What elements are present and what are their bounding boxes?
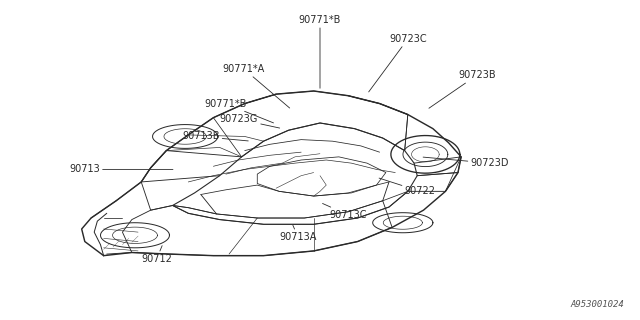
Text: 90713B: 90713B bbox=[182, 132, 248, 141]
Text: 90723B: 90723B bbox=[429, 70, 495, 108]
Text: 90713A: 90713A bbox=[279, 225, 317, 242]
Text: 90712: 90712 bbox=[141, 246, 172, 264]
Text: 90713: 90713 bbox=[69, 164, 173, 174]
Text: 90771*A: 90771*A bbox=[223, 64, 290, 108]
Text: 90771*B: 90771*B bbox=[299, 15, 341, 88]
Text: 90713C: 90713C bbox=[323, 204, 367, 220]
Text: 90771*B: 90771*B bbox=[204, 99, 273, 123]
Text: 90723C: 90723C bbox=[369, 34, 427, 92]
Text: 90723G: 90723G bbox=[220, 114, 280, 128]
Text: 90722: 90722 bbox=[379, 178, 436, 196]
Text: A953001024: A953001024 bbox=[570, 300, 624, 309]
Text: 90723D: 90723D bbox=[423, 157, 509, 168]
